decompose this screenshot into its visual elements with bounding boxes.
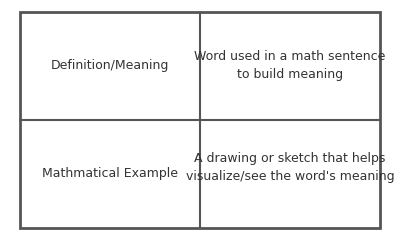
Text: Definition/Meaning: Definition/Meaning bbox=[51, 60, 169, 72]
Text: Mathmatical Example: Mathmatical Example bbox=[42, 168, 178, 180]
Text: Word used in a math sentence
to build meaning: Word used in a math sentence to build me… bbox=[194, 50, 386, 82]
Text: A drawing or sketch that helps
visualize/see the word's meaning: A drawing or sketch that helps visualize… bbox=[186, 152, 394, 183]
